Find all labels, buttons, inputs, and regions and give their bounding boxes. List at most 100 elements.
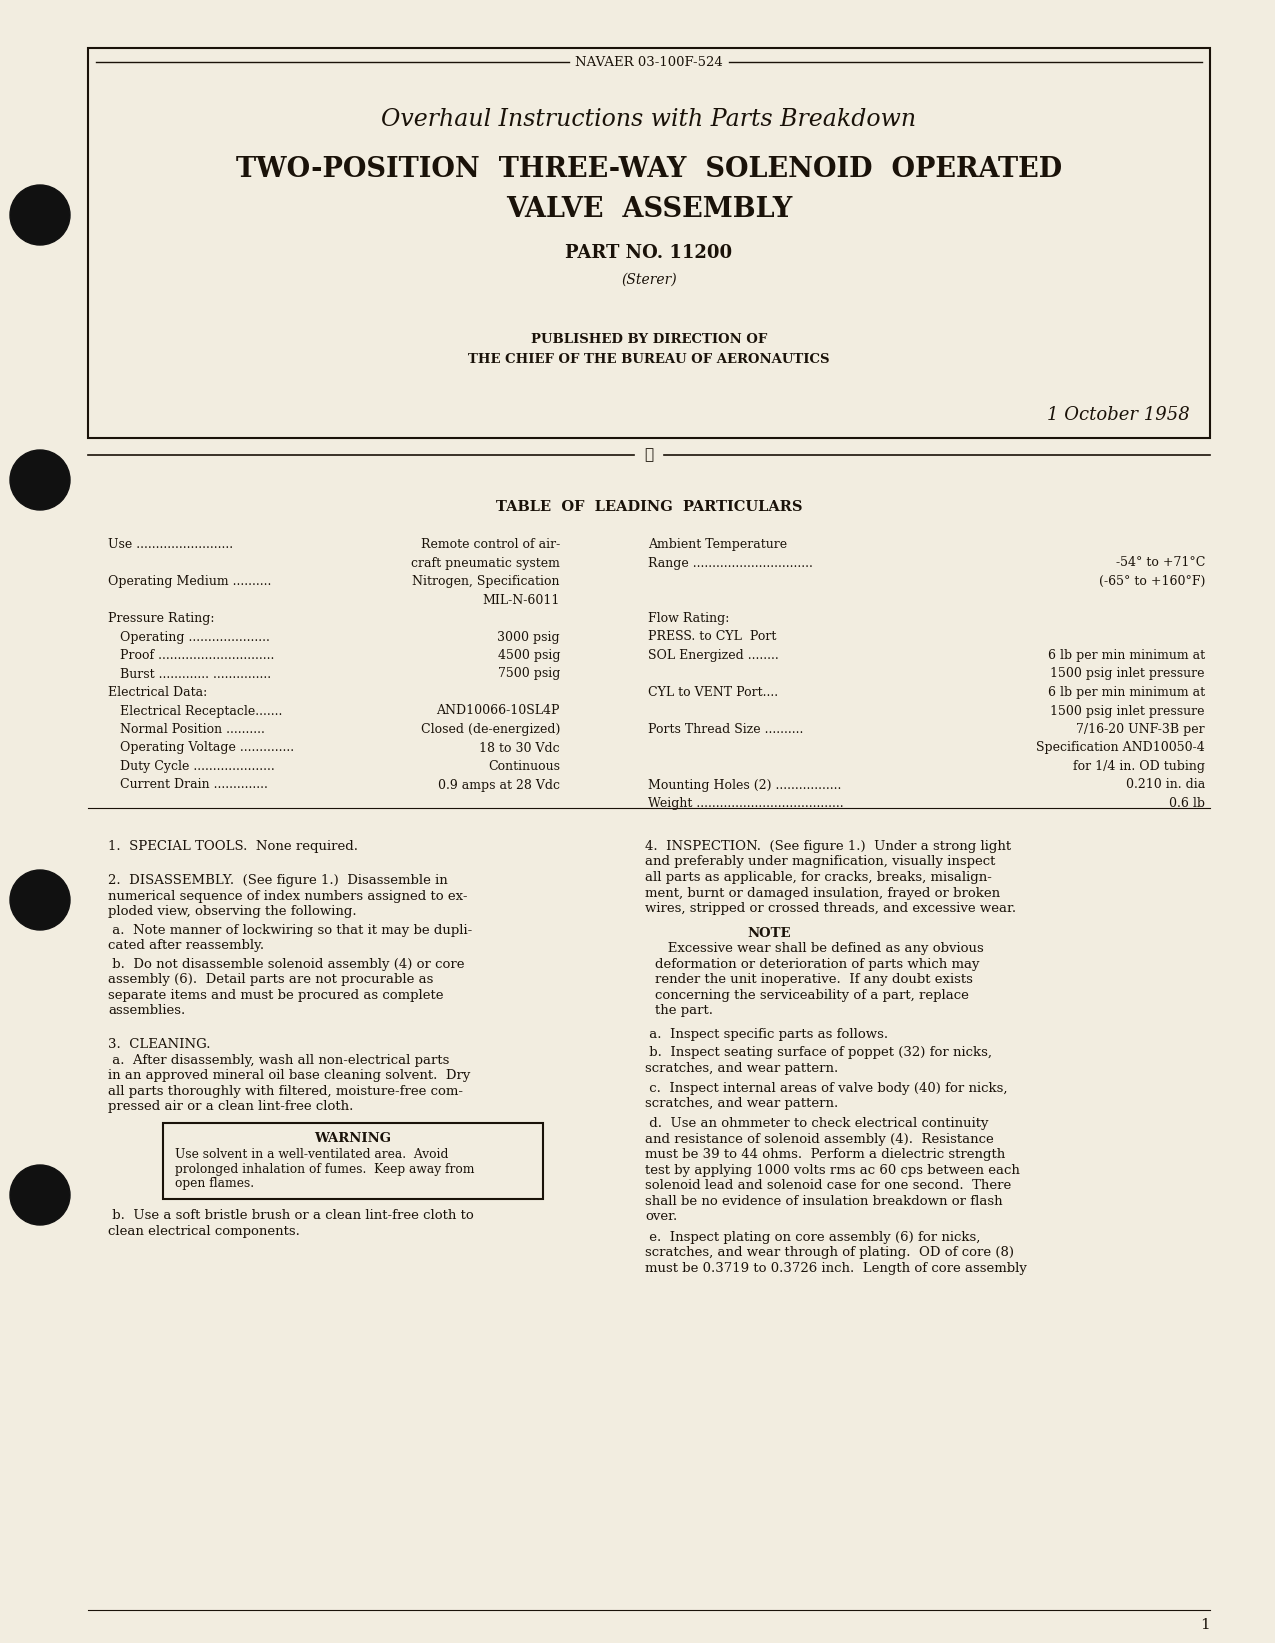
Text: in an approved mineral oil base cleaning solvent.  Dry: in an approved mineral oil base cleaning…: [108, 1070, 470, 1083]
Text: 2.  DISASSEMBLY.  (See figure 1.)  Disassemble in: 2. DISASSEMBLY. (See figure 1.) Disassem…: [108, 874, 448, 887]
Text: deformation or deterioration of parts which may: deformation or deterioration of parts wh…: [655, 958, 979, 971]
Bar: [163, 1124, 543, 1199]
Text: Current Drain ..............: Current Drain ..............: [108, 779, 268, 792]
Text: 7500 psig: 7500 psig: [497, 667, 560, 680]
Text: clean electrical components.: clean electrical components.: [108, 1226, 300, 1237]
Text: Operating Medium ..........: Operating Medium ..........: [108, 575, 272, 588]
Text: a.  Note manner of lockwiring so that it may be dupli-: a. Note manner of lockwiring so that it …: [108, 923, 472, 937]
Text: Continuous: Continuous: [488, 761, 560, 772]
Bar: [88, 48, 1210, 439]
Text: wires, stripped or crossed threads, and excessive wear.: wires, stripped or crossed threads, and …: [645, 902, 1016, 915]
Text: d.  Use an ohmmeter to check electrical continuity: d. Use an ohmmeter to check electrical c…: [645, 1117, 988, 1130]
Text: b.  Inspect seating surface of poppet (32) for nicks,: b. Inspect seating surface of poppet (32…: [645, 1047, 992, 1060]
Text: 0.6 lb: 0.6 lb: [1169, 797, 1205, 810]
Text: PUBLISHED BY DIRECTION OF: PUBLISHED BY DIRECTION OF: [530, 334, 768, 347]
Text: ploded view, observing the following.: ploded view, observing the following.: [108, 905, 357, 918]
Text: 4500 psig: 4500 psig: [497, 649, 560, 662]
Text: a.  After disassembly, wash all non-electrical parts: a. After disassembly, wash all non-elect…: [108, 1053, 449, 1066]
Text: the part.: the part.: [655, 1004, 713, 1017]
Text: 1.  SPECIAL TOOLS.  None required.: 1. SPECIAL TOOLS. None required.: [108, 840, 358, 853]
Text: 1: 1: [1200, 1618, 1210, 1631]
Text: 18 to 30 Vdc: 18 to 30 Vdc: [479, 741, 560, 754]
Text: Nitrogen, Specification: Nitrogen, Specification: [413, 575, 560, 588]
Text: NAVAER 03-100F-524: NAVAER 03-100F-524: [575, 56, 723, 69]
Text: ment, burnt or damaged insulation, frayed or broken: ment, burnt or damaged insulation, fraye…: [645, 887, 1000, 899]
Text: MIL-N-6011: MIL-N-6011: [483, 593, 560, 606]
Text: assembly (6).  Detail parts are not procurable as: assembly (6). Detail parts are not procu…: [108, 973, 434, 986]
Text: Range ...............................: Range ...............................: [648, 557, 813, 570]
Text: and resistance of solenoid assembly (4).  Resistance: and resistance of solenoid assembly (4).…: [645, 1134, 993, 1145]
Text: SOL Energized ........: SOL Energized ........: [648, 649, 779, 662]
Text: Proof ..............................: Proof ..............................: [108, 649, 274, 662]
Text: Remote control of air-: Remote control of air-: [421, 537, 560, 550]
Text: 6 lb per min minimum at: 6 lb per min minimum at: [1048, 687, 1205, 698]
Text: 1500 psig inlet pressure: 1500 psig inlet pressure: [1051, 705, 1205, 718]
Text: (Sterer): (Sterer): [621, 273, 677, 288]
Text: (-65° to +160°F): (-65° to +160°F): [1099, 575, 1205, 588]
Text: Specification AND10050-4: Specification AND10050-4: [1037, 741, 1205, 754]
Text: Electrical Receptacle.......: Electrical Receptacle.......: [108, 705, 282, 718]
Text: Flow Rating:: Flow Rating:: [648, 611, 729, 624]
Text: for 1/4 in. OD tubing: for 1/4 in. OD tubing: [1074, 761, 1205, 772]
Text: Weight ......................................: Weight .................................…: [648, 797, 844, 810]
Text: solenoid lead and solenoid case for one second.  There: solenoid lead and solenoid case for one …: [645, 1180, 1011, 1193]
Text: NOTE: NOTE: [747, 927, 790, 940]
Circle shape: [10, 1165, 70, 1226]
Text: CYL to VENT Port....: CYL to VENT Port....: [648, 687, 778, 698]
Text: must be 39 to 44 ohms.  Perform a dielectric strength: must be 39 to 44 ohms. Perform a dielect…: [645, 1148, 1005, 1162]
Text: Pressure Rating:: Pressure Rating:: [108, 611, 214, 624]
Text: scratches, and wear through of plating.  OD of core (8): scratches, and wear through of plating. …: [645, 1245, 1014, 1259]
Text: e.  Inspect plating on core assembly (6) for nicks,: e. Inspect plating on core assembly (6) …: [645, 1231, 980, 1244]
Text: scratches, and wear pattern.: scratches, and wear pattern.: [645, 1098, 838, 1111]
Text: render the unit inoperative.  If any doubt exists: render the unit inoperative. If any doub…: [655, 973, 973, 986]
Text: 6 lb per min minimum at: 6 lb per min minimum at: [1048, 649, 1205, 662]
Text: all parts as applicable, for cracks, breaks, misalign-: all parts as applicable, for cracks, bre…: [645, 871, 992, 884]
Circle shape: [10, 871, 70, 930]
Text: Excessive wear shall be defined as any obvious: Excessive wear shall be defined as any o…: [655, 943, 984, 955]
Text: 0.9 amps at 28 Vdc: 0.9 amps at 28 Vdc: [439, 779, 560, 792]
Text: separate items and must be procured as complete: separate items and must be procured as c…: [108, 989, 444, 1002]
Text: PRESS. to CYL  Port: PRESS. to CYL Port: [648, 631, 776, 644]
Text: scratches, and wear pattern.: scratches, and wear pattern.: [645, 1061, 838, 1075]
Text: test by applying 1000 volts rms ac 60 cps between each: test by applying 1000 volts rms ac 60 cp…: [645, 1163, 1020, 1176]
Text: Operating Voltage ..............: Operating Voltage ..............: [108, 741, 295, 754]
Text: Use .........................: Use .........................: [108, 537, 233, 550]
Text: Mounting Holes (2) .................: Mounting Holes (2) .................: [648, 779, 842, 792]
Text: Use solvent in a well-ventilated area.  Avoid: Use solvent in a well-ventilated area. A…: [175, 1148, 449, 1162]
Text: all parts thoroughly with filtered, moisture-free com-: all parts thoroughly with filtered, mois…: [108, 1084, 463, 1098]
Text: VALVE  ASSEMBLY: VALVE ASSEMBLY: [506, 196, 792, 223]
Text: craft pneumatic system: craft pneumatic system: [411, 557, 560, 570]
Text: Normal Position ..........: Normal Position ..........: [108, 723, 265, 736]
Text: numerical sequence of index numbers assigned to ex-: numerical sequence of index numbers assi…: [108, 889, 468, 902]
Text: prolonged inhalation of fumes.  Keep away from: prolonged inhalation of fumes. Keep away…: [175, 1163, 474, 1176]
Text: a.  Inspect specific parts as follows.: a. Inspect specific parts as follows.: [645, 1027, 889, 1040]
Text: pressed air or a clean lint-free cloth.: pressed air or a clean lint-free cloth.: [108, 1101, 353, 1114]
Text: -54° to +71°C: -54° to +71°C: [1116, 557, 1205, 570]
Text: shall be no evidence of insulation breakdown or flash: shall be no evidence of insulation break…: [645, 1194, 1002, 1208]
Text: must be 0.3719 to 0.3726 inch.  Length of core assembly: must be 0.3719 to 0.3726 inch. Length of…: [645, 1262, 1026, 1275]
Text: Ambient Temperature: Ambient Temperature: [648, 537, 787, 550]
Text: b.  Use a soft bristle brush or a clean lint-free cloth to: b. Use a soft bristle brush or a clean l…: [108, 1209, 474, 1222]
Text: TABLE  OF  LEADING  PARTICULARS: TABLE OF LEADING PARTICULARS: [496, 499, 802, 514]
Text: 1500 psig inlet pressure: 1500 psig inlet pressure: [1051, 667, 1205, 680]
Text: THE CHIEF OF THE BUREAU OF AERONAUTICS: THE CHIEF OF THE BUREAU OF AERONAUTICS: [468, 353, 830, 366]
Text: 4.  INSPECTION.  (See figure 1.)  Under a strong light: 4. INSPECTION. (See figure 1.) Under a s…: [645, 840, 1011, 853]
Text: Electrical Data:: Electrical Data:: [108, 687, 208, 698]
Text: TWO-POSITION  THREE-WAY  SOLENOID  OPERATED: TWO-POSITION THREE-WAY SOLENOID OPERATED: [236, 156, 1062, 182]
Text: cated after reassembly.: cated after reassembly.: [108, 940, 264, 951]
Text: open flames.: open flames.: [175, 1178, 254, 1191]
Text: Closed (de-energized): Closed (de-energized): [421, 723, 560, 736]
Text: AND10066-10SL4P: AND10066-10SL4P: [436, 705, 560, 718]
Text: 7/16-20 UNF-3B per: 7/16-20 UNF-3B per: [1076, 723, 1205, 736]
Circle shape: [10, 450, 70, 509]
Text: Duty Cycle .....................: Duty Cycle .....................: [108, 761, 274, 772]
Text: over.: over.: [645, 1211, 677, 1224]
Text: PART NO. 11200: PART NO. 11200: [565, 245, 733, 261]
Text: concerning the serviceability of a part, replace: concerning the serviceability of a part,…: [655, 989, 969, 1002]
Text: b.  Do not disassemble solenoid assembly (4) or core: b. Do not disassemble solenoid assembly …: [108, 958, 464, 971]
Text: assemblies.: assemblies.: [108, 1004, 185, 1017]
Text: Burst ............. ...............: Burst ............. ...............: [108, 667, 272, 680]
Text: 1 October 1958: 1 October 1958: [1047, 406, 1190, 424]
Circle shape: [10, 186, 70, 245]
Text: 3000 psig: 3000 psig: [497, 631, 560, 644]
